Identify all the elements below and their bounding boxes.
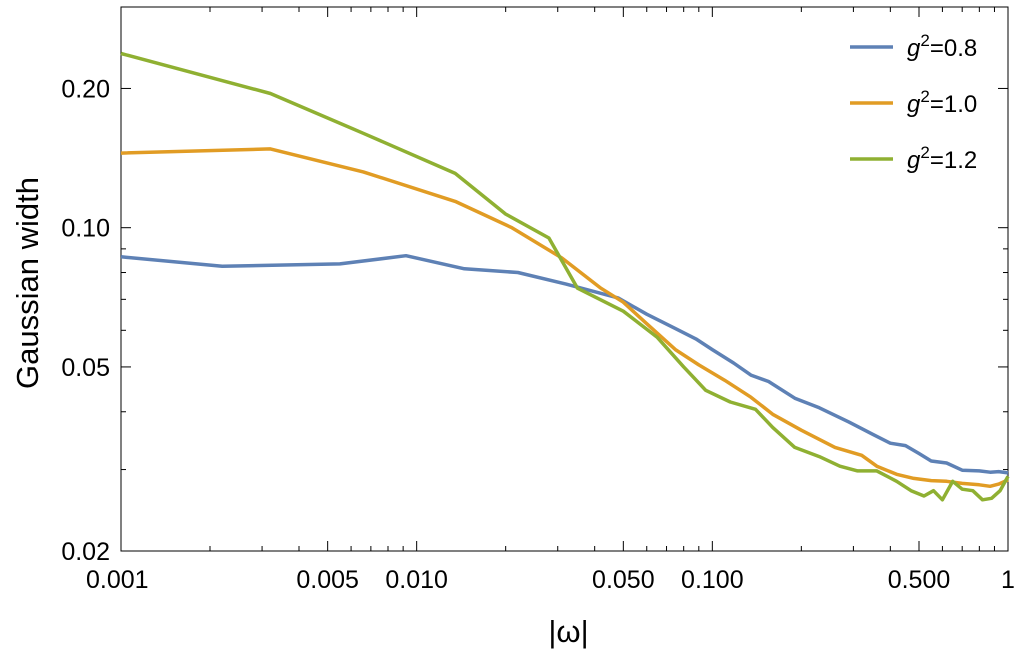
x-tick-label: 0.500 [888,566,951,594]
plot-frame [120,6,1009,552]
legend-label-2: g2=1.0 [907,87,977,118]
x-tick-label: 1 [1001,566,1015,594]
legend-label-3: g2=1.2 [907,143,977,174]
x-axis-label: |ω| [548,614,588,649]
y-tick-label: 0.05 [61,354,110,382]
y-tick-labels: 0.02 0.05 0.10 0.20 [61,75,110,566]
x-tick-label: 0.005 [296,566,359,594]
x-tick-label: 0.010 [385,566,448,594]
tick-marks [120,6,1009,552]
x-tick-label: 0.001 [86,566,149,594]
x-tick-labels: 0.001 0.005 0.010 0.050 0.100 0.500 1 [86,566,1015,594]
y-axis-label: Gaussian width [10,177,45,389]
y-tick-label: 0.10 [61,215,110,243]
series-line-3 [120,51,1010,502]
legend-label-1: g2=0.8 [907,31,977,62]
series-line-1 [120,253,1009,475]
y-tick-label: 0.20 [61,75,110,103]
x-tick-label: 0.100 [681,566,744,594]
x-tick-label: 0.050 [592,566,655,594]
series-lines [120,51,1010,502]
y-tick-label: 0.02 [61,538,110,566]
legend: g2=0.8 g2=1.0 g2=1.2 [850,31,977,174]
